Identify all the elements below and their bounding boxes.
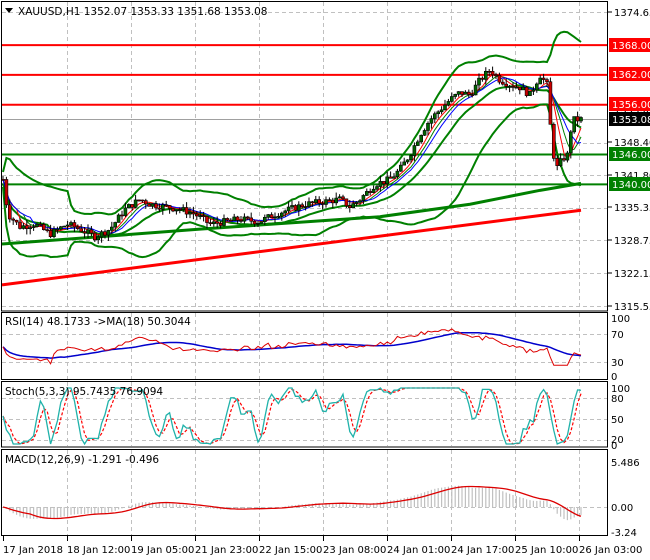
rsi-ma-line: [2, 331, 582, 359]
price-tick: 1335.35: [614, 203, 650, 214]
chart-grid: [2, 2, 607, 541]
price-tick: 1315.55: [614, 302, 650, 313]
svg-text:18 Jan 12:00: 18 Jan 12:00: [67, 545, 130, 556]
ma-slow-line: [2, 75, 582, 235]
svg-text:1340.00: 1340.00: [612, 180, 650, 191]
ma-red-line: [2, 73, 582, 236]
stochastic-panel[interactable]: [2, 387, 582, 446]
svg-text:1346.00: 1346.00: [612, 150, 650, 161]
level-tag-1356: [609, 97, 650, 111]
rsi-title: RSI(14) 48.1733 ->MA(18) 50.3044: [5, 316, 191, 328]
svg-text:21 Jan 23:00: 21 Jan 23:00: [195, 545, 258, 556]
svg-text:1368.00: 1368.00: [612, 41, 650, 52]
panel-titles: XAUUSD,H1 1352.07 1353.33 1351.68 1353.0…: [5, 6, 267, 466]
svg-text:24 Jan 17:00: 24 Jan 17:00: [451, 545, 514, 556]
svg-text:19 Jan 05:00: 19 Jan 05:00: [131, 545, 194, 556]
macd-panel[interactable]: [2, 485, 582, 521]
svg-text:17 Jan 2018: 17 Jan 2018: [3, 545, 63, 556]
svg-text:100: 100: [611, 384, 630, 395]
ma-blue-line: [2, 77, 582, 235]
current-price-tag: [609, 112, 650, 126]
svg-text:30: 30: [611, 358, 624, 369]
price-panel[interactable]: [2, 30, 608, 287]
svg-text:26 Jan 03:00: 26 Jan 03:00: [579, 545, 642, 556]
macd-title: MACD(12,26,9) -1.291 -0.496: [5, 454, 159, 466]
panel-frames: [1, 1, 608, 536]
macd-signal-line: [2, 485, 582, 520]
stoch-title: Stoch(5,3,3) 95.7435 76.9094: [5, 386, 163, 398]
svg-text:24 Jan 01:00: 24 Jan 01:00: [387, 545, 450, 556]
svg-text:22 Jan 15:00: 22 Jan 15:00: [259, 545, 322, 556]
rsi-line: [2, 328, 582, 366]
svg-text:5.486: 5.486: [611, 458, 640, 469]
ma-mid-line: [2, 84, 582, 236]
svg-text:1362.00: 1362.00: [612, 70, 650, 81]
svg-text:1353.08: 1353.08: [612, 115, 650, 126]
svg-text:0: 0: [611, 372, 617, 383]
svg-text:23 Jan 08:00: 23 Jan 08:00: [323, 545, 386, 556]
ma-100-line: [2, 181, 582, 246]
svg-text:25 Jan 10:00: 25 Jan 10:00: [515, 545, 578, 556]
price-tick: 1341.80: [614, 171, 650, 182]
main-title: XAUUSD,H1 1352.07 1353.33 1351.68 1353.0…: [18, 6, 267, 18]
level-tag-1368: [609, 38, 650, 52]
level-tag-1340: [609, 177, 650, 191]
price-tick: 1322.15: [614, 269, 650, 280]
price-tick: 1348.40: [614, 138, 650, 149]
svg-text:80: 80: [611, 394, 624, 405]
svg-text:100: 100: [611, 314, 630, 325]
level-tag-1346: [609, 147, 650, 161]
stoch-main-line: [2, 387, 582, 446]
bollinger-upper: [2, 30, 582, 216]
price-tick: 1374.65: [614, 8, 650, 19]
rsi-axis: 100 70 30 0: [611, 314, 630, 383]
svg-text:-3.24: -3.24: [611, 528, 637, 539]
svg-text:1356.00: 1356.00: [612, 100, 650, 111]
svg-text:0.00: 0.00: [611, 503, 633, 514]
bollinger-lower: [2, 103, 582, 259]
svg-text:50: 50: [611, 415, 624, 426]
rsi-panel[interactable]: [2, 328, 582, 366]
level-tag-1362: [609, 67, 650, 81]
svg-text:0: 0: [611, 441, 617, 452]
collapse-triangle-icon[interactable]: [5, 8, 13, 13]
candles[interactable]: [2, 66, 583, 244]
stoch-axis: 100 80 50 20 0: [611, 384, 630, 452]
level-tags: 1368.00 1362.00 1356.00 1353.08 1346.00 …: [609, 38, 650, 191]
svg-text:20: 20: [611, 435, 624, 446]
ma-200-line: [2, 208, 582, 287]
svg-text:70: 70: [611, 330, 624, 341]
price-tick: 1328.75: [614, 236, 650, 247]
time-axis: 17 Jan 2018 18 Jan 12:00 19 Jan 05:00 21…: [3, 545, 642, 556]
macd-axis: 5.486 0.00 -3.24: [611, 458, 640, 539]
